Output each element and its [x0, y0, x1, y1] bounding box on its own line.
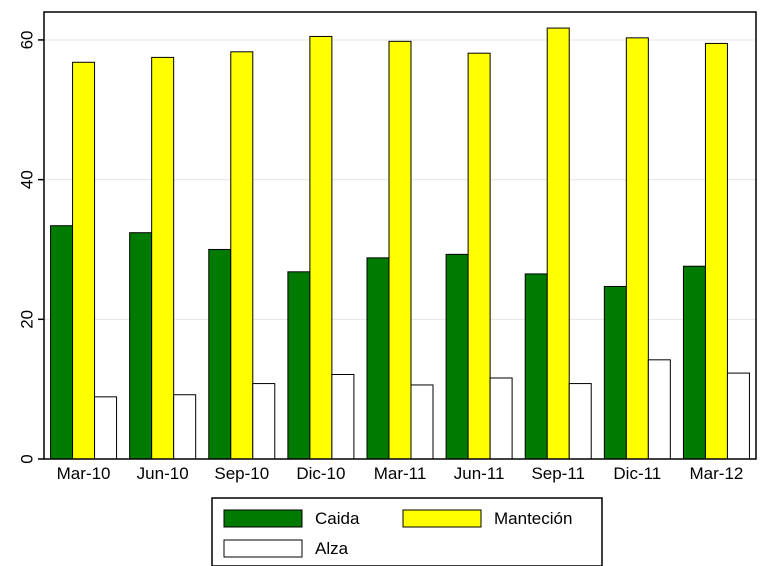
- bar: [726, 372, 750, 460]
- plot-frame: [43, 11, 757, 460]
- bar: [309, 35, 333, 460]
- bar: [524, 273, 548, 460]
- x-tick-label: Sep-11: [531, 464, 585, 483]
- x-tick-label: Mar-10: [57, 464, 111, 483]
- legend-swatch: [402, 509, 482, 528]
- bar: [603, 285, 627, 460]
- x-tick-label: Mar-11: [374, 464, 427, 483]
- bar: [489, 377, 513, 460]
- x-tick-label: Mar-12: [690, 464, 744, 483]
- bar: [94, 396, 118, 460]
- legend-swatch: [223, 539, 303, 558]
- legend-label: Manteción: [494, 509, 572, 528]
- bar: [151, 56, 175, 460]
- y-tick-label: 60: [18, 30, 37, 49]
- y-tick-label: 0: [18, 454, 37, 463]
- bar: [287, 271, 311, 460]
- bar: [445, 253, 469, 460]
- bar: [331, 373, 355, 460]
- y-tick-label: 20: [18, 310, 37, 329]
- bar: [129, 232, 153, 460]
- bar: [208, 248, 232, 460]
- bar: [647, 359, 671, 460]
- bar: [625, 37, 649, 460]
- bar: [568, 383, 592, 460]
- x-axis: Mar-10 Jun-10 Sep-10 Dic-10 Mar-11 Jun-11 Sep-…: [57, 464, 744, 483]
- bar: [50, 225, 74, 460]
- bar: [388, 40, 412, 460]
- x-tick-label: Jun-10: [137, 464, 189, 483]
- bar: [252, 383, 276, 460]
- legend: Caida Manteción Alza: [211, 497, 603, 566]
- legend-label: Caida: [315, 509, 360, 528]
- x-tick-label: Dic-10: [296, 464, 345, 483]
- bar: [682, 265, 706, 460]
- y-tick-label: 40: [18, 170, 37, 189]
- x-tick-label: Dic-11: [613, 464, 661, 483]
- bar: [173, 394, 197, 460]
- bar: [467, 52, 491, 460]
- bar: [704, 42, 728, 460]
- legend-label: Alza: [315, 539, 349, 558]
- x-tick-label: Jun-11: [454, 464, 505, 483]
- bar: [546, 27, 570, 460]
- legend-swatch: [223, 509, 303, 528]
- bar: [72, 61, 96, 460]
- bar: [230, 51, 254, 460]
- bar: [366, 257, 390, 460]
- x-tick-label: Sep-10: [214, 464, 269, 483]
- bar: [410, 384, 434, 460]
- y-axis: 0 20 40 60: [18, 30, 44, 464]
- bars: [50, 27, 750, 460]
